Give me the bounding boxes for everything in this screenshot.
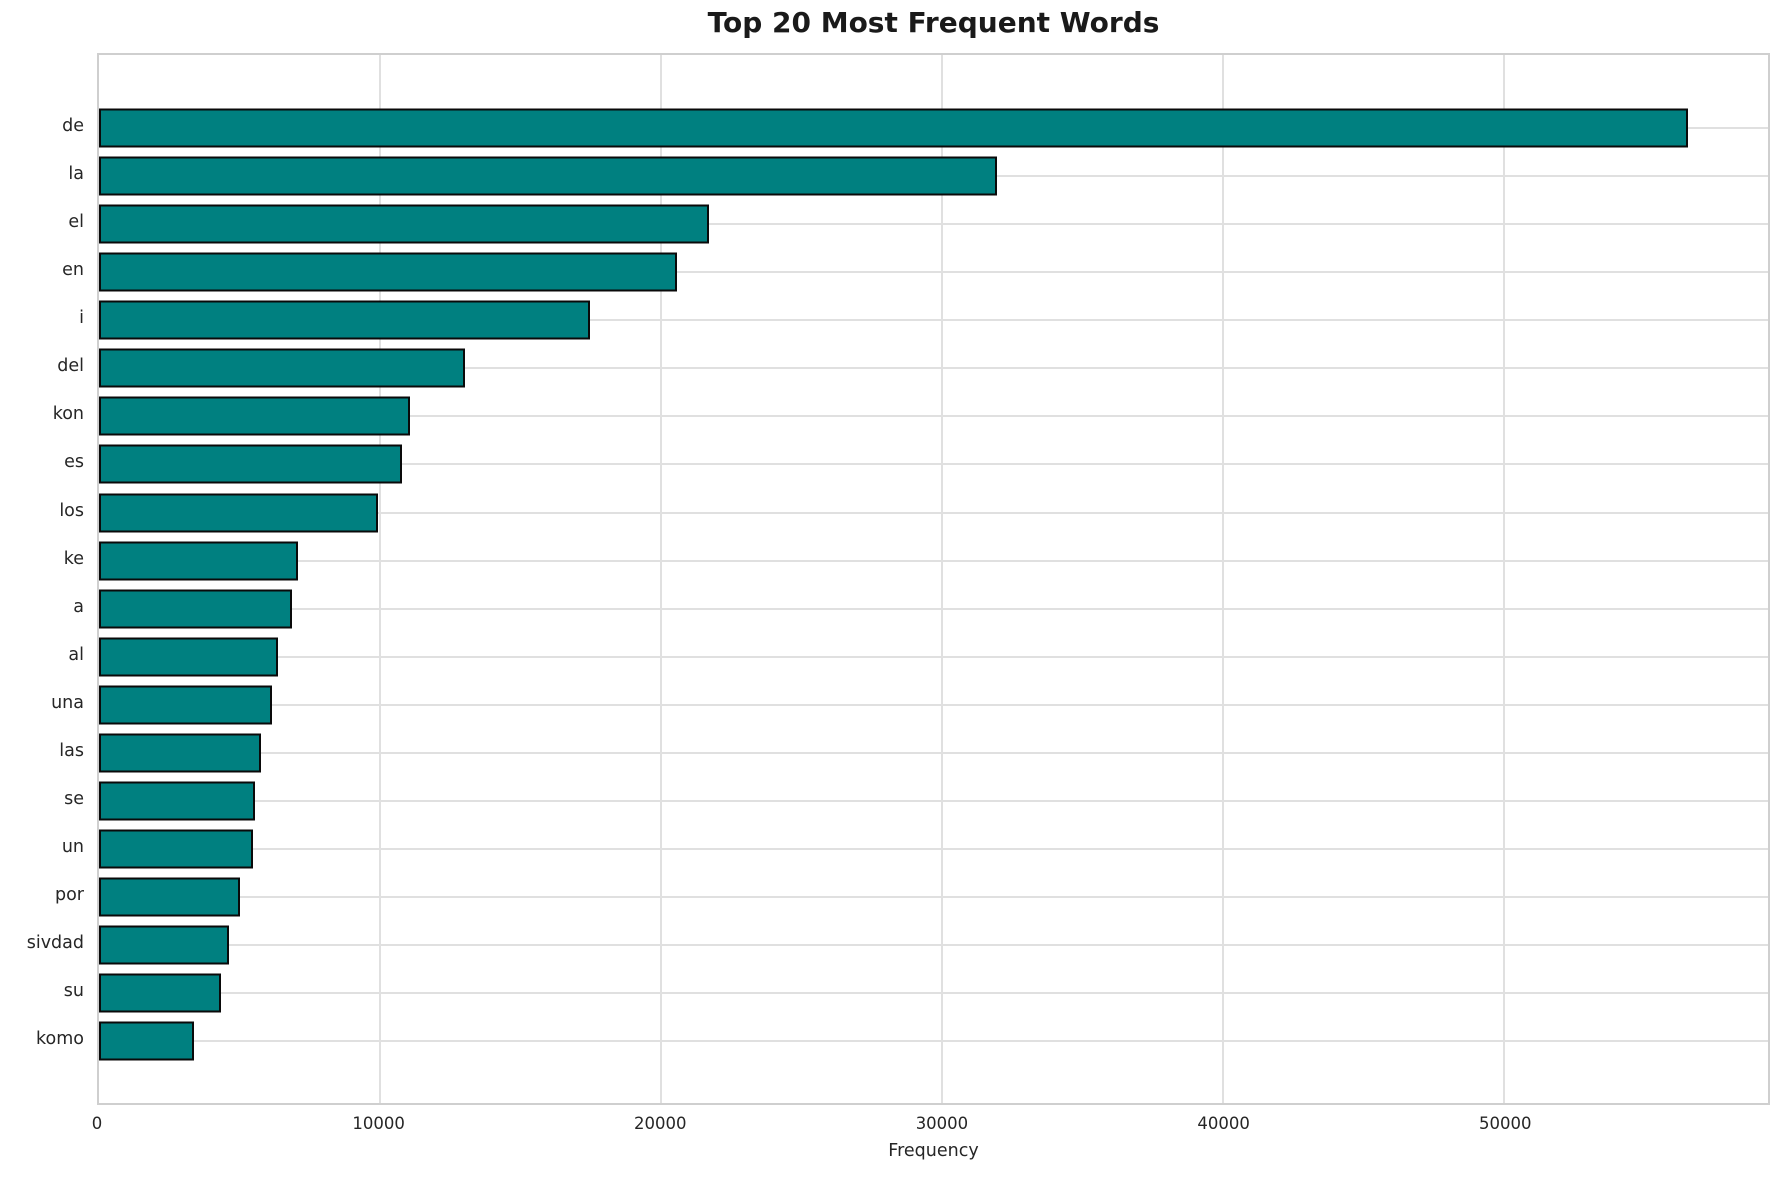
bar-kon [99,396,411,436]
bar-row [99,152,1768,200]
y-tick-label-los: los [59,500,84,521]
h-gridline [99,367,1768,370]
h-gridline [99,896,1768,899]
y-tick-label-kon: kon [52,404,84,425]
bar-se [99,781,255,821]
y-tick-label-de: de [62,116,84,137]
bar-rows [99,104,1768,1065]
v-gridline [1221,55,1224,1103]
bar-row [99,440,1768,488]
y-tick-label-su: su [63,981,84,1002]
y-tick-label-en: en [62,260,84,281]
h-gridline [99,799,1768,802]
bar-row [99,777,1768,825]
v-gridline [1502,55,1505,1103]
bar-es [99,444,403,484]
y-tick-label-se: se [64,788,84,809]
h-gridline [99,607,1768,610]
y-tick-label-el: el [68,212,84,233]
x-tick-label-50000: 50000 [1478,1114,1532,1133]
bar-al [99,637,279,677]
bar-por [99,877,241,917]
plot-area [97,53,1770,1105]
bar-row [99,200,1768,248]
bar-del [99,348,465,388]
h-gridline [99,944,1768,947]
y-tick-label-las: las [59,740,84,761]
bar-row [99,729,1768,777]
bar-i [99,300,591,340]
bar-las [99,733,262,773]
h-gridline [99,559,1768,562]
bar-row [99,537,1768,585]
h-gridline [99,655,1768,658]
y-axis-tick-labels: de la el en i del kon es los ke a al una las se un por si… [0,53,84,1063]
bar-ke [99,541,298,581]
bar-a [99,589,292,629]
x-tick-label-40000: 40000 [1197,1114,1250,1133]
bar-la [99,156,997,196]
h-gridline [99,511,1768,514]
bar-row [99,1017,1768,1065]
bar-en [99,252,677,292]
h-gridline [99,415,1768,418]
bar-el [99,204,709,244]
y-tick-label-sivdad: sivdad [26,933,84,954]
h-gridline [99,271,1768,274]
bar-row [99,825,1768,873]
h-gridline [99,463,1768,466]
bar-row [99,392,1768,440]
h-gridline [99,847,1768,850]
bar-un [99,829,253,869]
h-gridline [99,992,1768,995]
x-tick-label-20000: 20000 [634,1114,687,1133]
bar-row [99,969,1768,1017]
y-tick-label-ke: ke [63,548,84,569]
bar-row [99,585,1768,633]
bar-row [99,248,1768,296]
y-tick-label-del: del [57,356,84,377]
y-tick-label-una: una [51,692,84,713]
x-axis-label: Frequency [888,1141,979,1161]
y-tick-label-a: a [73,596,84,617]
bar-sivdad [99,925,230,965]
x-tick-label-10000: 10000 [352,1114,405,1133]
x-tick-label-30000: 30000 [915,1114,969,1133]
h-gridline [99,319,1768,322]
y-tick-label-i: i [79,308,84,329]
x-tick-label-0: 0 [91,1114,103,1133]
bar-una [99,685,273,725]
bar-row [99,489,1768,537]
h-gridline [99,1040,1768,1043]
y-tick-label-komo: komo [36,1029,84,1050]
bar-de [99,108,1689,148]
chart-title: Top 20 Most Frequent Words [707,6,1160,39]
v-gridline [659,55,662,1103]
h-gridline [99,751,1768,754]
h-gridline [99,223,1768,226]
bar-row [99,104,1768,152]
y-tick-label-es: es [64,452,84,473]
bar-su [99,973,222,1013]
bar-row [99,681,1768,729]
bar-los [99,493,379,533]
h-gridline [99,703,1768,706]
bar-row [99,921,1768,969]
x-axis-tick-labels: 0 10000 20000 30000 40000 50000 [92,1114,1770,1138]
y-tick-label-la: la [68,164,84,185]
v-gridline [940,55,943,1103]
bar-row [99,633,1768,681]
v-gridline [378,55,381,1103]
y-tick-label-por: por [54,885,84,906]
bar-row [99,296,1768,344]
y-labels-top-spacer [0,53,84,102]
bar-row [99,873,1768,921]
bar-row [99,344,1768,392]
y-tick-label-al: al [68,644,84,665]
y-tick-label-un: un [61,836,84,857]
bar-komo [99,1021,194,1061]
